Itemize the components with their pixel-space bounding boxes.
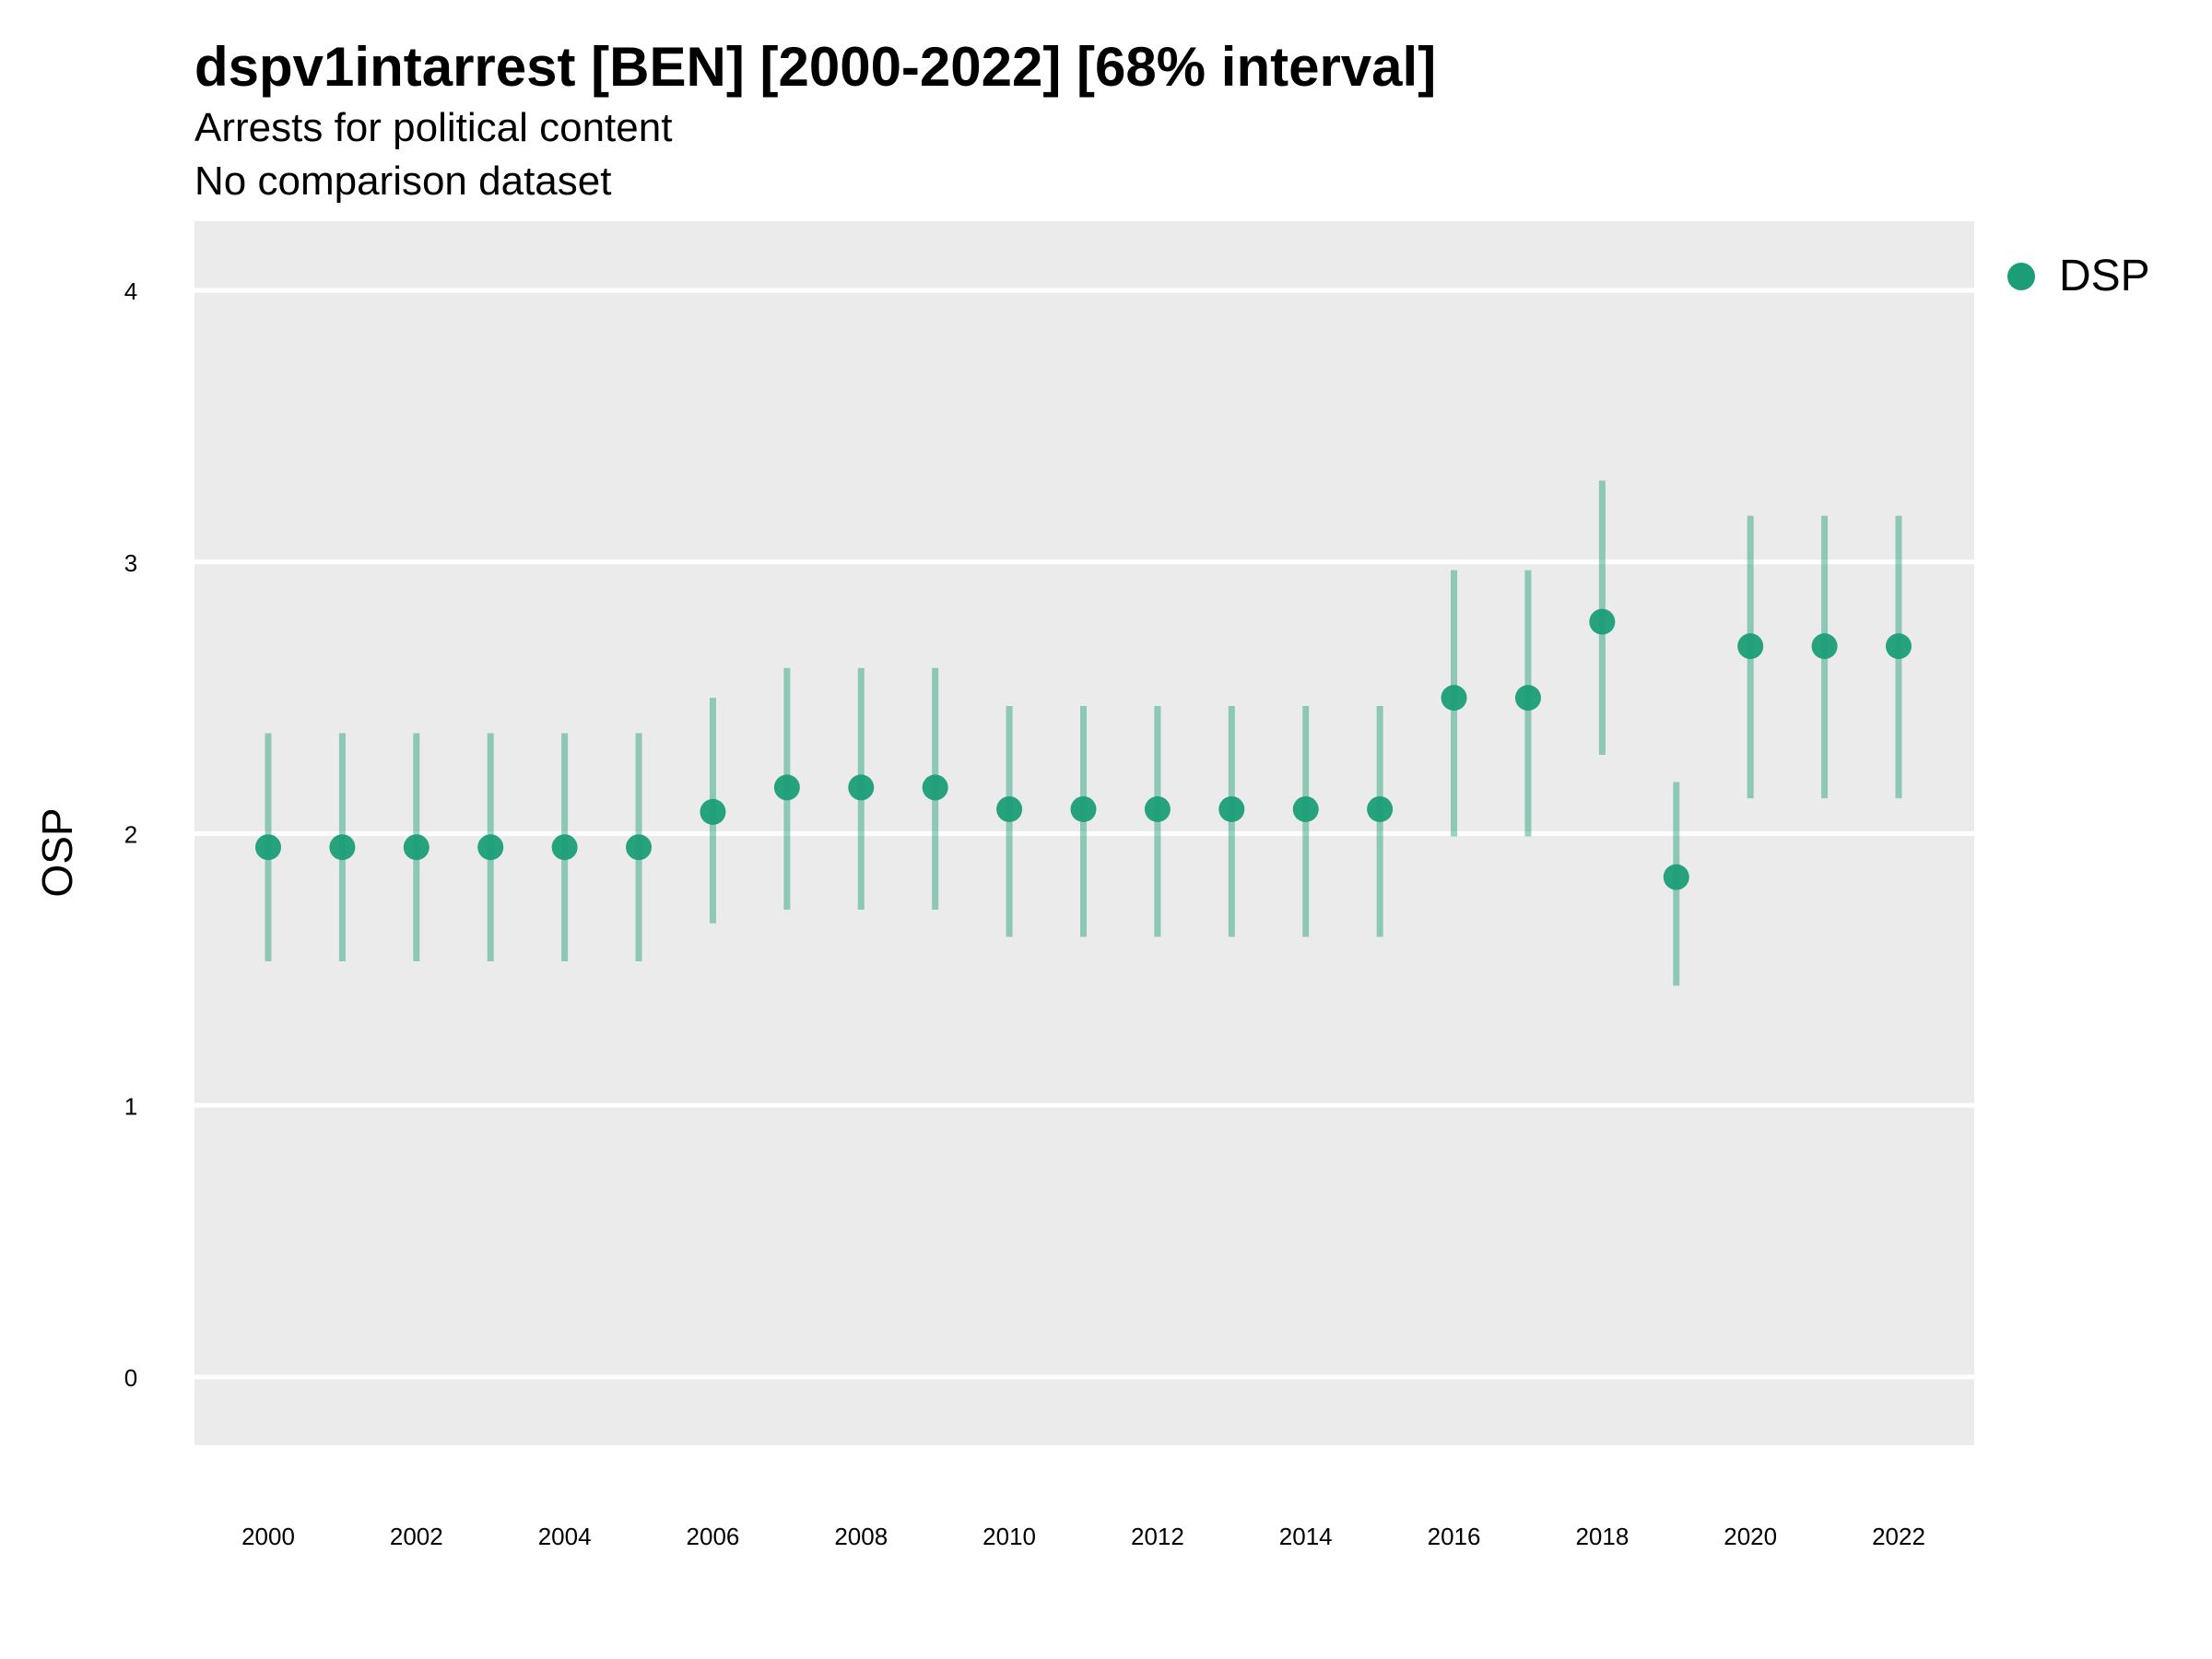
data-point-2006 [700, 798, 726, 825]
y-tick-label-0: 0 [124, 1364, 137, 1392]
data-point-2021 [1811, 633, 1838, 660]
data-point-2016 [1441, 685, 1467, 712]
y-tick-label-1: 1 [124, 1092, 137, 1120]
data-point-2004 [551, 834, 578, 861]
data-point-2005 [626, 834, 653, 861]
data-point-2015 [1367, 795, 1394, 822]
data-point-2012 [1144, 795, 1171, 822]
data-point-2013 [1218, 795, 1245, 822]
data-point-2001 [329, 834, 356, 861]
x-tick-label-2000: 2000 [241, 1523, 295, 1550]
data-point-2009 [922, 774, 948, 801]
data-point-2000 [255, 834, 281, 861]
data-point-2007 [773, 774, 800, 801]
x-tick-label-2018: 2018 [1575, 1523, 1629, 1550]
chart-subtitle: Arrests for political content [194, 105, 673, 150]
data-point-2002 [403, 834, 429, 861]
x-tick-label-2004: 2004 [538, 1523, 592, 1550]
x-tick-label-2006: 2006 [687, 1523, 740, 1550]
data-point-2019 [1663, 864, 1689, 890]
x-tick-label-2022: 2022 [1872, 1523, 1925, 1550]
x-tick-label-2016: 2016 [1428, 1523, 1481, 1550]
legend-label-dsp: DSP [2059, 252, 2150, 300]
x-tick-label-2020: 2020 [1724, 1523, 1777, 1550]
data-point-2010 [996, 795, 1023, 822]
y-tick-label-4: 4 [124, 277, 137, 305]
x-tick-label-2002: 2002 [390, 1523, 443, 1550]
data-point-2020 [1737, 633, 1764, 660]
x-tick-label-2008: 2008 [834, 1523, 888, 1550]
legend-marker-dsp [2007, 262, 2035, 290]
data-point-2014 [1292, 795, 1319, 822]
chart-title: dspv1intarrest [BEN] [2000-2022] [68% in… [194, 36, 1437, 98]
data-point-2011 [1070, 795, 1097, 822]
legend: DSP [2007, 251, 2150, 301]
x-tick-label-2014: 2014 [1279, 1523, 1333, 1550]
y-tick-label-2: 2 [124, 821, 137, 849]
data-point-2008 [848, 774, 875, 801]
data-point-2017 [1514, 685, 1541, 712]
data-point-2022 [1886, 633, 1912, 660]
x-tick-label-2010: 2010 [982, 1523, 1036, 1550]
chart-subtitle-comparison: No comparison dataset [194, 159, 612, 204]
y-tick-label-3: 3 [124, 549, 137, 577]
data-point-2018 [1589, 608, 1616, 635]
x-tick-label-2012: 2012 [1131, 1523, 1184, 1550]
data-point-2003 [477, 834, 504, 861]
